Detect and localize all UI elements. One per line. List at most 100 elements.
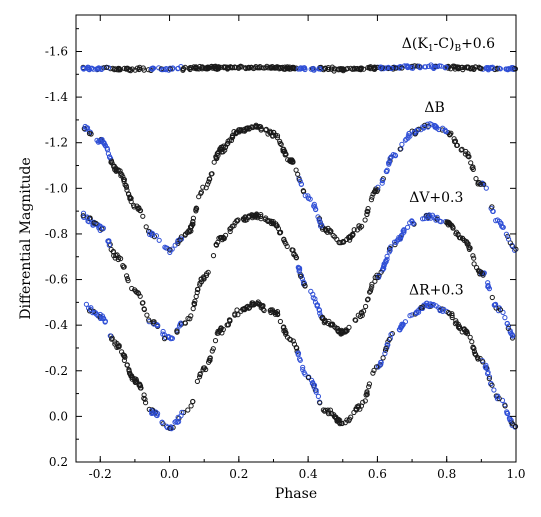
- data-point-black: [468, 160, 474, 166]
- data-point-black: [141, 306, 147, 313]
- data-point-blue: [375, 273, 382, 279]
- data-point-blue: [432, 64, 438, 70]
- data-point-black: [187, 224, 194, 230]
- data-point-blue: [82, 123, 88, 130]
- data-point-blue: [179, 409, 185, 415]
- data-point-black: [378, 269, 384, 275]
- data-point-blue: [443, 64, 449, 70]
- data-point-black: [190, 215, 196, 221]
- data-points: [80, 62, 519, 432]
- data-point-black: [489, 294, 495, 301]
- data-point-black: [272, 132, 278, 138]
- data-point-blue: [504, 320, 510, 327]
- data-point-black: [109, 336, 115, 342]
- data-point-black: [318, 64, 324, 71]
- data-point-black: [108, 159, 114, 165]
- data-point-black: [322, 407, 329, 413]
- data-point-blue: [507, 416, 513, 422]
- data-point-black: [459, 329, 465, 335]
- data-point-black: [317, 400, 323, 406]
- data-point-black: [263, 215, 269, 221]
- data-point-black: [471, 261, 477, 267]
- series-points: [80, 62, 519, 74]
- data-point-blue: [379, 180, 385, 186]
- data-point-black: [290, 338, 296, 344]
- data-point-black: [399, 65, 405, 71]
- data-point-black: [370, 370, 376, 376]
- data-point-black: [474, 265, 480, 271]
- data-point-black: [167, 247, 173, 253]
- data-point-black: [229, 132, 236, 139]
- data-point-black: [351, 227, 357, 233]
- data-point-black: [446, 220, 453, 226]
- data-point-black: [220, 326, 226, 333]
- axes: -0.2 0.0 0.2 0.4 0.6 0.8 1.0 0.2 0.0 -0.2 -0.4 -0.6…: [45, 15, 526, 481]
- data-point-blue: [494, 394, 500, 400]
- data-point-black: [216, 149, 222, 155]
- data-point-black: [114, 344, 120, 350]
- data-point-black: [281, 146, 287, 152]
- data-point-blue: [432, 122, 438, 129]
- data-point-blue: [386, 161, 392, 167]
- data-point-blue: [298, 181, 304, 187]
- data-point-black: [197, 372, 203, 378]
- data-point-blue: [167, 249, 173, 255]
- data-point-black: [480, 359, 486, 365]
- series-label: Δ(K1-C)B+0.6: [402, 36, 495, 54]
- data-point-black: [497, 307, 504, 313]
- data-point-blue: [504, 66, 510, 72]
- data-point-black: [470, 253, 476, 259]
- data-point-black: [232, 65, 238, 71]
- data-point-black: [223, 232, 229, 238]
- data-point-black: [448, 130, 454, 136]
- data-point-black: [191, 64, 197, 70]
- data-point-black: [481, 181, 487, 187]
- data-point-black: [344, 236, 350, 242]
- data-point-black: [489, 204, 495, 210]
- data-point-blue: [425, 215, 431, 221]
- data-point-black: [337, 421, 343, 427]
- data-point-black: [364, 390, 370, 396]
- data-point-blue: [404, 63, 410, 69]
- data-point-blue: [295, 66, 301, 72]
- data-point-black: [140, 65, 146, 71]
- data-point-black: [284, 243, 290, 249]
- data-point-blue: [402, 137, 408, 143]
- data-point-blue: [173, 418, 179, 424]
- data-point-black: [124, 362, 130, 368]
- data-point-black: [298, 273, 304, 279]
- data-point-black: [467, 334, 473, 340]
- data-point-black: [121, 264, 127, 270]
- y-tick-label: -1.2: [45, 136, 68, 150]
- data-point-black: [247, 213, 253, 219]
- data-point-black: [112, 167, 118, 173]
- data-point-blue: [297, 265, 303, 271]
- data-point-black: [364, 211, 370, 217]
- data-point-black: [365, 296, 371, 302]
- data-point-black: [476, 180, 482, 186]
- data-point-black: [185, 407, 191, 413]
- data-point-black: [187, 316, 193, 322]
- data-point-black: [227, 228, 233, 235]
- data-point-blue: [83, 301, 90, 307]
- data-point-black: [295, 171, 301, 177]
- data-point-blue: [388, 65, 394, 72]
- data-point-black: [367, 289, 373, 295]
- data-point-blue: [497, 66, 503, 72]
- data-point-black: [348, 65, 354, 71]
- data-point-black: [458, 147, 464, 153]
- data-point-black: [227, 226, 233, 232]
- data-point-black: [237, 64, 243, 70]
- data-point-black: [261, 307, 267, 314]
- data-point-blue: [312, 204, 318, 210]
- data-point-black: [365, 209, 371, 215]
- data-point-black: [340, 239, 346, 245]
- data-point-blue: [172, 242, 178, 248]
- data-point-blue: [486, 286, 492, 292]
- data-point-black: [493, 393, 499, 399]
- data-point-blue: [388, 244, 394, 250]
- data-point-black: [292, 253, 298, 259]
- data-point-black: [332, 66, 338, 72]
- series-points: [83, 299, 519, 432]
